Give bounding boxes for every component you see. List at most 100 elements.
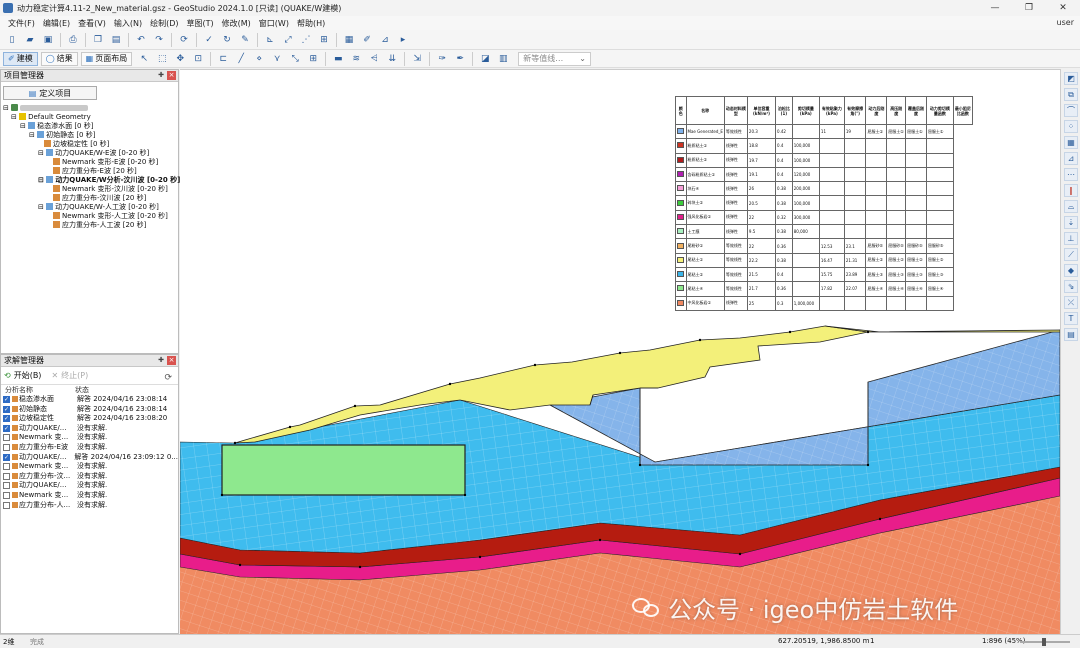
reinforcement-icon[interactable]: ⟋ bbox=[1064, 248, 1078, 261]
draw-load-icon[interactable]: ⇊ bbox=[388, 53, 396, 64]
tree-item[interactable]: 边坡稳定性 [0 秒] bbox=[3, 140, 178, 149]
solve-row[interactable]: Newmark 变... 没有求解. bbox=[1, 433, 178, 443]
menu-sketch[interactable]: 草图(T) bbox=[186, 18, 214, 28]
contour-edit-icon[interactable]: ✒ bbox=[456, 53, 464, 64]
grid-tool-icon[interactable]: ▦ bbox=[344, 34, 354, 45]
select-arrow-icon[interactable]: ↖ bbox=[140, 53, 148, 64]
draw-pressure-icon[interactable]: ⩤ bbox=[370, 53, 378, 64]
stop-solve-button[interactable]: ✕ 终止(P) bbox=[51, 370, 88, 381]
solve-checkbox[interactable] bbox=[3, 405, 10, 414]
pin-tool-icon[interactable]: ✓ bbox=[205, 34, 213, 45]
print-icon[interactable]: ⎙ bbox=[69, 34, 77, 45]
refresh-icon[interactable]: ⟳ bbox=[180, 34, 188, 45]
solve-checkbox[interactable] bbox=[3, 434, 10, 442]
menu-help[interactable]: 帮助(H) bbox=[296, 18, 326, 28]
menu-view[interactable]: 查看(V) bbox=[78, 18, 106, 28]
draw-forces-icon[interactable]: ⋯ bbox=[1064, 168, 1078, 181]
edit-tool-icon[interactable]: ✐ bbox=[363, 34, 371, 45]
tree-item[interactable]: ⊟ 稳态渗水面 [0 秒] bbox=[20, 122, 94, 130]
draw-region-icon[interactable]: ⊏ bbox=[219, 53, 227, 64]
solve-checkbox[interactable] bbox=[3, 453, 10, 462]
paste-icon[interactable]: ▤ bbox=[111, 34, 121, 45]
menu-file[interactable]: 文件(F) bbox=[8, 18, 35, 28]
pan-icon[interactable]: ✥ bbox=[176, 53, 184, 64]
tree-item[interactable]: Newmark 变形-汶川波 [0-20 秒] bbox=[3, 185, 178, 194]
zoom-slider-knob[interactable] bbox=[1042, 638, 1046, 646]
tree-root[interactable]: ⊟ bbox=[3, 104, 178, 113]
minimize-button[interactable]: — bbox=[990, 3, 1000, 13]
new-contour-dropdown[interactable]: 新等值线… ⌄ bbox=[518, 51, 591, 66]
solve-checkbox[interactable] bbox=[3, 414, 10, 424]
solve-row[interactable]: 应力重分布-E波 没有求解. bbox=[1, 443, 178, 453]
copy-icon[interactable]: ❐ bbox=[93, 34, 103, 45]
pen-tool-icon[interactable]: ✎ bbox=[241, 34, 249, 45]
view-number[interactable]: 1 bbox=[870, 637, 875, 645]
split-tool-icon[interactable]: ⤢ bbox=[284, 34, 292, 45]
tree-item[interactable]: ⊟ 动力QUAKE/W-E波 [0-20 秒] bbox=[38, 149, 150, 157]
mesh-properties-icon[interactable]: ▦ bbox=[1064, 136, 1078, 149]
tree-item[interactable]: ⊟ 初始静态 [0 秒] bbox=[29, 131, 96, 139]
solve-checkbox[interactable] bbox=[3, 463, 10, 471]
legend-icon[interactable]: ▥ bbox=[498, 53, 508, 64]
drawing-canvas[interactable]: 颜色 名称 动态材料模型 单位容重(kN/m³) 泊松比(1) 剪切模量(kPa) 有效粘聚… bbox=[180, 69, 1060, 634]
draw-material-icon[interactable]: ▬ bbox=[333, 53, 343, 64]
solve-checkbox[interactable] bbox=[3, 443, 10, 451]
menu-window[interactable]: 窗口(W) bbox=[258, 18, 289, 28]
tree-item[interactable]: Newmark 变形-E波 [0-20 秒] bbox=[3, 158, 178, 167]
tree-item[interactable]: 应力重分布-汶川波 [20 秒] bbox=[3, 194, 178, 203]
zoom-fit-icon[interactable]: ⊡ bbox=[194, 53, 202, 64]
pin-icon[interactable]: ✚ bbox=[158, 356, 164, 364]
user-label[interactable]: user bbox=[1056, 18, 1074, 27]
draw-pressure-lines-icon[interactable]: ⌓ bbox=[1064, 200, 1078, 213]
solve-row[interactable]: 动力QUAKE/...没有求解. bbox=[1, 424, 178, 433]
sketch-lines-icon[interactable]: ⤫ bbox=[1064, 296, 1078, 309]
solve-row[interactable]: 动力QUAKE/...没有求解. bbox=[1, 481, 178, 491]
solve-row[interactable]: Newmark 变... 没有求解. bbox=[1, 462, 178, 472]
tree-item-selected[interactable]: ⊟ 动力QUAKE/W分析-汶川波 [0-20 秒] bbox=[38, 176, 181, 184]
contour-icon[interactable]: ✑ bbox=[438, 53, 446, 64]
start-solve-button[interactable]: ⟲ 开始(B) bbox=[4, 370, 41, 381]
node-tool-icon[interactable]: ⋰ bbox=[301, 34, 311, 45]
menu-input[interactable]: 输入(N) bbox=[113, 18, 143, 28]
draw-bc-icon[interactable]: ⋎ bbox=[273, 53, 281, 64]
menu-draw[interactable]: 绘制(D) bbox=[150, 18, 179, 28]
draw-line-icon[interactable]: ╱ bbox=[238, 53, 244, 64]
draw-pile-icon[interactable]: ◆ bbox=[1064, 264, 1078, 277]
solve-row[interactable]: Newmark 变... 没有求解. bbox=[1, 491, 178, 501]
draw-point-icon[interactable]: ⋄ bbox=[256, 53, 263, 64]
draw-anchor-icon[interactable]: ⇲ bbox=[413, 53, 421, 64]
redo-icon[interactable]: ↷ bbox=[155, 34, 163, 45]
draw-loads-icon[interactable]: ⇣ bbox=[1064, 216, 1078, 229]
close-button[interactable]: ✕ bbox=[1059, 3, 1067, 13]
mode-build-button[interactable]: ✐ 建模 bbox=[3, 51, 38, 66]
zoom-region-icon[interactable]: ⬚ bbox=[157, 53, 167, 64]
mesh-tool-icon[interactable]: ⊞ bbox=[320, 34, 328, 45]
draw-flux-icon[interactable]: ≋ bbox=[352, 53, 360, 64]
undo-icon[interactable]: ↶ bbox=[137, 34, 145, 45]
define-project-button[interactable]: ▤ 定义项目 bbox=[3, 86, 97, 100]
solve-checkbox[interactable] bbox=[3, 482, 10, 490]
new-file-icon[interactable]: ▯ bbox=[9, 34, 15, 45]
tree-item[interactable]: 应力重分布-E波 [20 秒] bbox=[3, 167, 178, 176]
boundary-conditions-icon[interactable]: ⊿ bbox=[1064, 152, 1078, 165]
mode-layout-button[interactable]: ▦ 页面布局 bbox=[80, 51, 133, 66]
solve-row[interactable]: 应力重分布-人... 没有求解. bbox=[1, 501, 178, 511]
rotate-tool-icon[interactable]: ↻ bbox=[223, 34, 231, 45]
close-icon[interactable]: × bbox=[167, 71, 176, 80]
draw-water-table-icon[interactable]: ❙ bbox=[1064, 184, 1078, 197]
tree-item[interactable]: 应力重分布-人工波 [20 秒] bbox=[3, 221, 178, 230]
solve-row[interactable]: 应力重分布-汶... 没有求解. bbox=[1, 472, 178, 482]
menu-modify[interactable]: 修改(M) bbox=[221, 18, 251, 28]
draw-geosynthetic-icon[interactable]: ⇘ bbox=[1064, 280, 1078, 293]
menu-edit[interactable]: 编辑(E) bbox=[42, 18, 71, 28]
sketch-graph-icon[interactable]: ▤ bbox=[1064, 328, 1078, 341]
pin-icon[interactable]: ✚ bbox=[158, 71, 164, 79]
tree-item[interactable]: Newmark 变形-人工波 [0-20 秒] bbox=[3, 212, 178, 221]
open-folder-icon[interactable]: ▰ bbox=[26, 34, 34, 45]
more-arrow-icon[interactable]: ▸ bbox=[400, 34, 406, 45]
view-3d-icon[interactable]: ◪ bbox=[480, 53, 490, 64]
draw-grid-icon[interactable]: ⊞ bbox=[309, 53, 317, 64]
